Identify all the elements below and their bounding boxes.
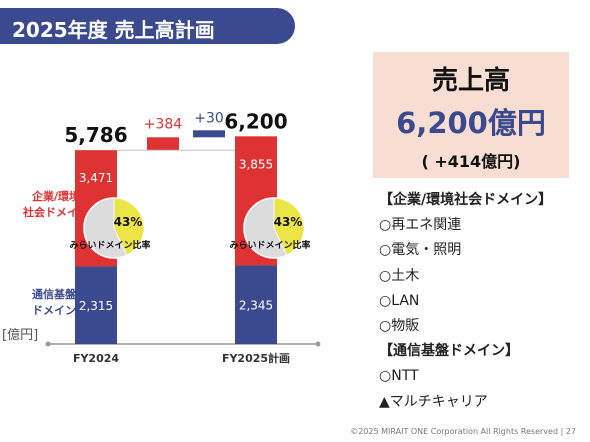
page-title: 2025年度 売上高計画 [12, 18, 215, 42]
axis-dot-right [315, 341, 321, 347]
x-tick-label: FY2025計画 [222, 351, 290, 365]
series-label-telecom: 通信基盤 [32, 287, 77, 301]
bridge-bar-corporate [147, 137, 179, 151]
series-label-telecom: ドメイン [32, 304, 76, 317]
total-label: 6,200 [224, 109, 287, 133]
ratio-value-label: 43% [274, 215, 303, 229]
unit-label: [億円] [2, 327, 38, 343]
domain-list: 【企業/環境社会ドメイン】 ○再エネ関連 ○電気・照明 ○土木 ○LAN ○物販【通信基盤… [379, 188, 584, 415]
list-heading: 【企業/環境社会ドメイン】 [379, 192, 553, 208]
bar-telecom [235, 265, 277, 344]
series-label-corporate: 社会ドメイン [22, 205, 89, 219]
list-heading: 【通信基盤ドメイン】 [379, 343, 519, 360]
axis-dot-left [45, 341, 51, 347]
summary-box: 売上高 6,200億円 ( +414億円) [373, 52, 569, 178]
list-item: ○土木 [379, 267, 420, 284]
ratio-pie-slice [273, 197, 305, 256]
bar-telecom [75, 266, 117, 344]
bridge-label: +30 [194, 110, 224, 126]
summary-value: 6,200億円 [396, 106, 546, 140]
bar-value-label: 2,345 [239, 298, 273, 312]
ratio-caption: みらいドメイン比率 [229, 239, 310, 251]
list-item: ○電気・照明 [379, 242, 462, 259]
series-label-corporate: 企業/環境 [31, 189, 80, 203]
bar-value-label: 2,315 [79, 299, 113, 313]
list-item: ▲マルチキャリア [379, 393, 488, 410]
list-item: ○NTT [379, 368, 419, 385]
list-item: ○再エネ関連 [379, 217, 462, 234]
title-bar: 2025年度 売上高計画 [0, 8, 295, 44]
list-item: ○物販 [379, 317, 420, 334]
summary-title: 売上高 [431, 66, 510, 96]
bar-value-label: 3,855 [239, 157, 273, 171]
footer-copyright: ©2025 MIRAIT ONE Corporation All Rights … [350, 427, 576, 436]
ratio-pie-slice [113, 197, 145, 256]
list-item: ○LAN [379, 292, 420, 309]
ratio-caption: みらいドメイン比率 [69, 239, 150, 251]
summary-diff: ( +414億円) [421, 152, 521, 171]
bar-value-label: 3,471 [79, 171, 113, 185]
total-label: 5,786 [64, 123, 127, 147]
bridge-bar-telecom [193, 130, 225, 138]
x-tick-label: FY2024 [73, 352, 119, 365]
sales-chart: [億円] 2,315 3,471 FY2024 5,786 43% みらいドメイン比率 2,3… [2, 109, 321, 365]
ratio-value-label: 43% [114, 215, 143, 229]
bridge-label: +384 [144, 116, 183, 132]
